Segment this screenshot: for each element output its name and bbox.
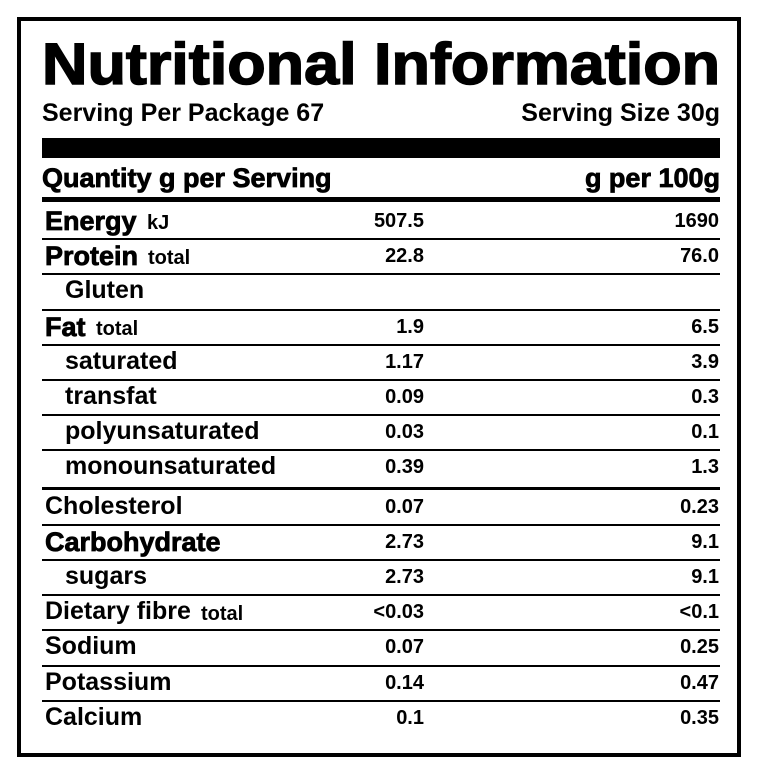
- row-name: Carbohydrate: [45, 526, 221, 557]
- per-serving-value: 22.8: [385, 245, 424, 268]
- row-rule: [42, 343, 720, 346]
- per-100g-value: 1690: [674, 210, 720, 232]
- per-serving-value: 0.14: [385, 671, 424, 694]
- per-serving-value: <0.03: [373, 601, 424, 624]
- row-name: monounsaturated: [65, 452, 277, 481]
- row-name: Potassium: [45, 667, 172, 696]
- row-rule: [42, 379, 720, 381]
- row-qualifier: kJ: [147, 212, 170, 234]
- row-name: Calcium: [45, 702, 143, 731]
- row-name: Sodium: [45, 632, 137, 661]
- per-100g-value: 0.3: [691, 386, 719, 408]
- per-serving-value: 2.73: [385, 530, 424, 553]
- per-100g-value: 1.3: [691, 456, 719, 479]
- row-name: sugars: [65, 562, 147, 590]
- row-name: Energy: [45, 206, 137, 237]
- row-qualifier: total: [201, 603, 244, 626]
- label-border: [17, 17, 741, 757]
- row-rule: [42, 594, 720, 597]
- header-rule: [42, 197, 720, 202]
- serving-per-package: Serving Per Package 67: [42, 99, 325, 127]
- row-name: Protein: [45, 241, 139, 272]
- per-serving-value: 1.17: [385, 350, 424, 373]
- per-100g-header: g per 100g: [584, 163, 721, 194]
- row-rule: [42, 664, 720, 667]
- row-name: Dietary fibre: [45, 597, 191, 626]
- row-rule: [42, 449, 720, 452]
- per-100g-value: 9.1: [691, 530, 719, 553]
- per-serving-value: 2.73: [385, 566, 424, 588]
- row-name: transfat: [65, 382, 157, 410]
- per-100g-value: 0.35: [680, 706, 719, 729]
- per-serving-value: 0.07: [385, 495, 424, 518]
- per-100g-value: 0.23: [680, 495, 719, 518]
- per-100g-value: 6.5: [691, 315, 719, 338]
- row-qualifier: total: [148, 247, 191, 270]
- per-serving-value: 1.9: [396, 315, 424, 338]
- title: Nutritional Information: [41, 32, 721, 97]
- row-rule: [42, 273, 720, 276]
- row-name: Gluten: [65, 276, 145, 305]
- row-rule: [42, 486, 720, 490]
- per-serving-value: 0.09: [385, 386, 424, 408]
- header-bar: [42, 138, 720, 158]
- row-qualifier: total: [96, 317, 139, 340]
- per-100g-value: 9.1: [691, 566, 719, 588]
- row-rule: [42, 414, 720, 417]
- per-100g-value: 0.1: [691, 421, 719, 444]
- serving-size: Serving Size 30g: [521, 99, 720, 127]
- row-name: saturated: [65, 346, 178, 375]
- row-rule: [42, 308, 720, 311]
- per-serving-value: 0.1: [396, 706, 424, 729]
- per-serving-value: 507.5: [373, 210, 424, 232]
- row-name: Cholesterol: [45, 491, 183, 520]
- row-rule: [42, 238, 720, 241]
- per-100g-value: 76.0: [680, 245, 719, 268]
- per-serving-value: 0.39: [385, 456, 424, 479]
- row-rule: [42, 629, 720, 632]
- row-name: polyunsaturated: [65, 417, 260, 446]
- row-rule: [42, 699, 720, 702]
- per-100g-value: 3.9: [691, 350, 719, 373]
- per-100g-value: 0.47: [680, 671, 719, 694]
- row-rule: [42, 559, 720, 561]
- row-rule: [42, 523, 720, 526]
- per-serving-value: 0.03: [385, 421, 424, 444]
- per-serving-value: 0.07: [385, 636, 424, 659]
- per-100g-value: <0.1: [679, 601, 719, 624]
- row-name: Fat: [45, 311, 86, 342]
- quantity-header: Quantity g per Serving: [42, 163, 332, 194]
- per-100g-value: 0.25: [680, 636, 719, 659]
